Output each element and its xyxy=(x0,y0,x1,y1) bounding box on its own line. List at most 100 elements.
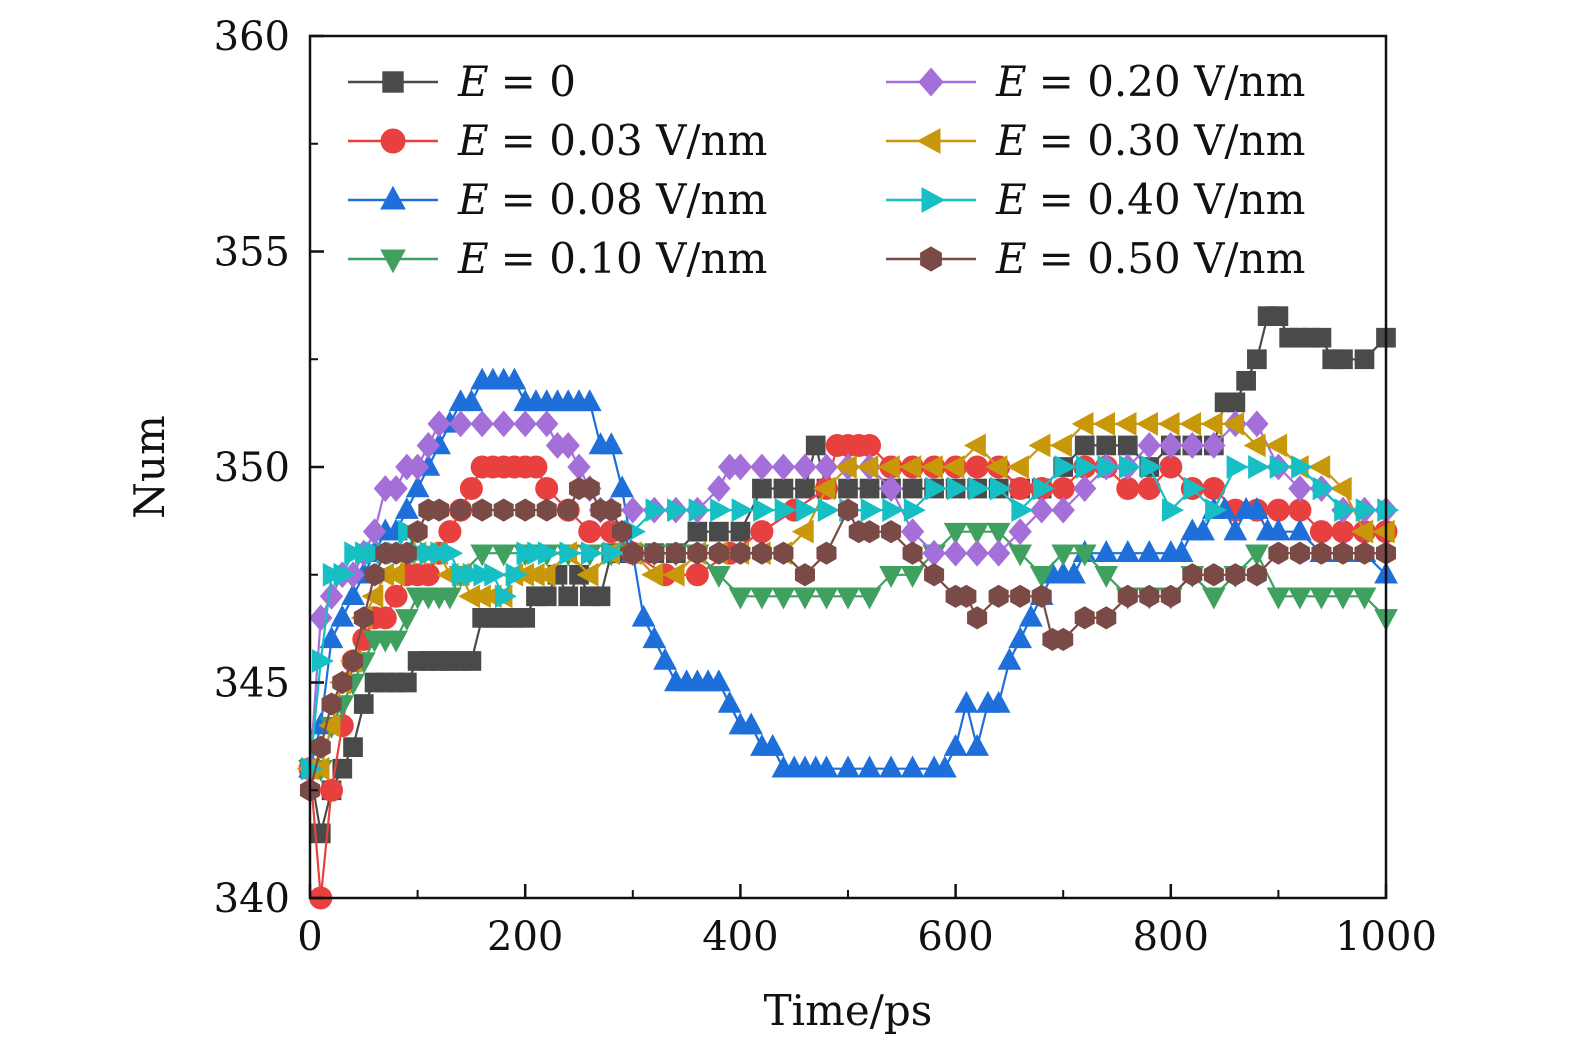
data-point xyxy=(707,475,731,502)
data-point xyxy=(405,453,430,481)
data-point xyxy=(1203,563,1224,587)
data-point xyxy=(599,432,624,455)
data-point xyxy=(578,520,602,544)
data-point xyxy=(1354,541,1375,565)
data-point xyxy=(796,498,819,522)
data-point xyxy=(1008,518,1032,546)
data-point xyxy=(309,604,333,632)
legend-value: = 0.20 V/nm xyxy=(1039,57,1306,106)
data-point xyxy=(448,410,473,438)
data-point xyxy=(524,455,548,479)
data-point xyxy=(1309,520,1333,544)
legend-marker xyxy=(918,67,944,97)
data-point xyxy=(1332,541,1353,565)
data-point xyxy=(505,562,528,587)
data-point xyxy=(537,541,560,566)
data-point xyxy=(986,522,1011,545)
data-point xyxy=(1355,498,1378,522)
data-point xyxy=(956,584,977,608)
y-tick-label: 345 xyxy=(214,661,290,707)
data-point xyxy=(707,669,731,692)
data-point xyxy=(384,630,408,653)
x-tick-label: 800 xyxy=(1133,914,1209,960)
data-point xyxy=(1116,477,1140,501)
data-point xyxy=(967,606,988,630)
data-point xyxy=(795,478,815,499)
data-point xyxy=(1074,606,1095,630)
data-point xyxy=(1139,584,1160,608)
data-point xyxy=(1136,412,1159,436)
data-point xyxy=(882,498,905,522)
data-point xyxy=(535,477,559,501)
data-point xyxy=(1031,584,1052,608)
data-point xyxy=(1311,541,1332,565)
legend-value: = 0.50 V/nm xyxy=(1039,234,1306,283)
data-point xyxy=(416,432,441,459)
data-point xyxy=(576,562,599,587)
data-point xyxy=(427,410,451,438)
x-tick-label: 600 xyxy=(917,914,993,960)
legend-variable: E xyxy=(995,234,1027,283)
legend-item: E = 0.20 V/nm xyxy=(886,57,1305,106)
x-tick-label: 1000 xyxy=(1335,914,1437,960)
data-point xyxy=(419,541,442,566)
data-point xyxy=(1011,498,1034,522)
data-point xyxy=(343,649,364,673)
data-point xyxy=(925,476,948,501)
data-point xyxy=(774,498,797,522)
data-point xyxy=(1179,412,1202,436)
legend-variable: E xyxy=(457,57,489,106)
data-point xyxy=(459,477,483,501)
y-tick-label: 355 xyxy=(214,230,290,276)
axis-tick-labels: 0 200 400 600 800 1000 340 345 350 355 360 xyxy=(214,14,1437,960)
data-point xyxy=(601,498,622,522)
data-point xyxy=(1372,519,1395,544)
data-point xyxy=(1054,455,1077,479)
data-point xyxy=(641,562,664,587)
data-point xyxy=(816,541,837,565)
data-point xyxy=(857,755,882,778)
y-tick-label: 340 xyxy=(214,876,290,922)
data-point xyxy=(773,478,794,499)
data-point xyxy=(1225,392,1246,413)
data-point xyxy=(1243,433,1266,458)
legend-value: = 0.30 V/nm xyxy=(1039,116,1306,165)
data-point xyxy=(751,541,772,565)
x-axis-title: Time/ps xyxy=(764,986,933,1035)
data-point xyxy=(793,587,817,610)
data-point xyxy=(344,541,367,566)
data-point xyxy=(407,520,428,544)
data-point xyxy=(805,435,826,456)
data-point xyxy=(1202,432,1226,459)
data-point xyxy=(1075,455,1098,479)
data-point xyxy=(794,563,815,587)
data-point xyxy=(1245,410,1269,438)
data-point xyxy=(739,712,763,735)
data-point xyxy=(558,586,579,607)
data-point xyxy=(1308,455,1331,479)
data-point xyxy=(322,562,345,587)
data-point xyxy=(730,521,751,542)
data-point xyxy=(516,541,539,566)
data-point xyxy=(1236,370,1256,391)
data-point xyxy=(395,609,419,632)
legend-label: E = 0.40 V/nm xyxy=(995,175,1305,224)
data-point xyxy=(1140,455,1163,479)
data-point xyxy=(877,455,900,479)
legend-item: E = 0.50 V/nm xyxy=(886,234,1305,283)
data-point xyxy=(814,755,839,778)
data-point xyxy=(451,562,474,587)
data-point xyxy=(903,498,926,522)
data-point xyxy=(330,604,355,627)
data-point xyxy=(814,587,839,610)
data-point xyxy=(965,539,989,567)
x-tick-label: 400 xyxy=(702,914,778,960)
data-point xyxy=(610,475,634,498)
data-point xyxy=(405,475,430,498)
data-point xyxy=(1288,498,1312,522)
legend-label: E = 0.03 V/nm xyxy=(457,116,767,165)
data-point xyxy=(817,498,840,522)
data-point xyxy=(760,733,785,756)
data-point xyxy=(1114,412,1137,436)
data-point xyxy=(1096,435,1117,456)
